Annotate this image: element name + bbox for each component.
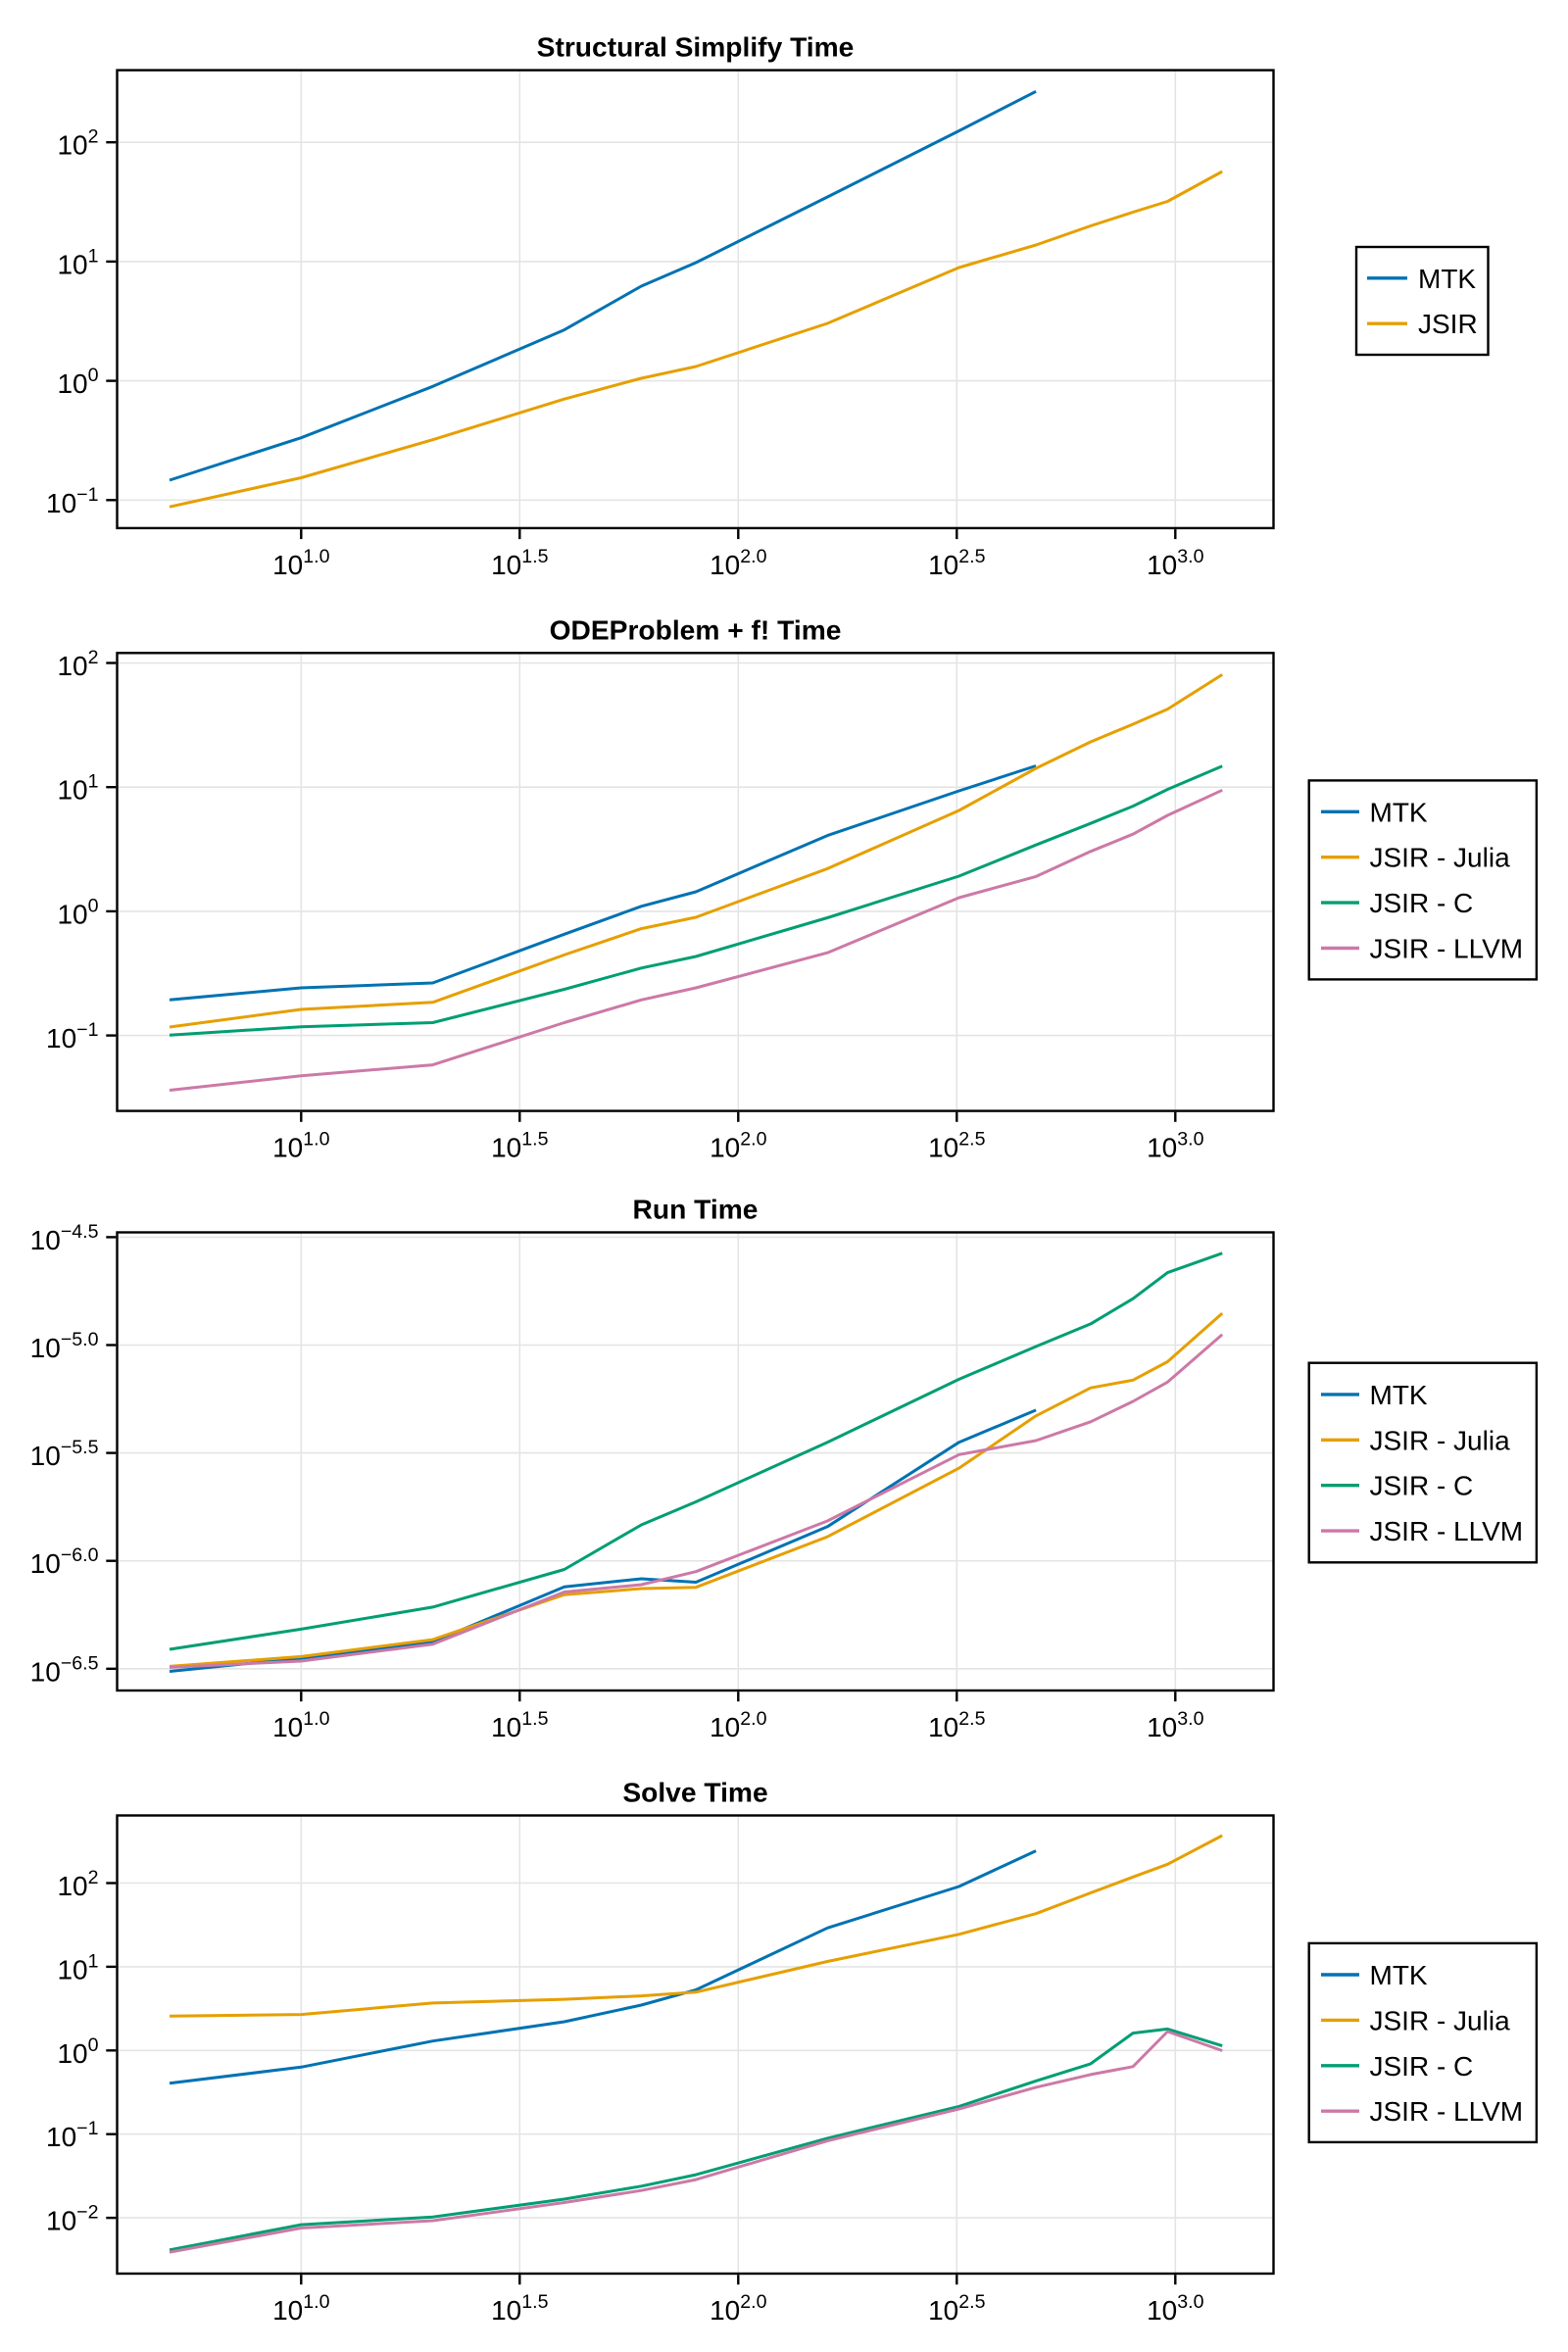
svg-text:101.5: 101.5	[491, 546, 548, 580]
svg-text:MTK: MTK	[1370, 1960, 1428, 1990]
svg-text:JSIR - LLVM: JSIR - LLVM	[1370, 2096, 1524, 2127]
svg-text:ODEProblem + f! Time: ODEProblem + f! Time	[550, 613, 842, 645]
svg-text:JSIR - C: JSIR - C	[1370, 888, 1474, 918]
svg-text:102.5: 102.5	[928, 1129, 985, 1163]
svg-text:JSIR: JSIR	[1418, 309, 1478, 339]
svg-text:101.5: 101.5	[491, 1708, 548, 1742]
svg-text:JSIR - LLVM: JSIR - LLVM	[1370, 1516, 1524, 1546]
svg-text:100: 100	[57, 365, 98, 399]
svg-text:JSIR - LLVM: JSIR - LLVM	[1370, 934, 1524, 964]
svg-text:10−1: 10−1	[46, 484, 99, 518]
svg-text:Solve Time: Solve Time	[622, 1777, 767, 1808]
svg-text:JSIR - Julia: JSIR - Julia	[1370, 1425, 1511, 1455]
svg-text:JSIR - C: JSIR - C	[1370, 2051, 1474, 2082]
svg-text:JSIR - C: JSIR - C	[1370, 1471, 1474, 1501]
svg-text:Structural Simplify Time: Structural Simplify Time	[537, 31, 855, 63]
svg-text:JSIR - Julia: JSIR - Julia	[1370, 2005, 1511, 2035]
svg-text:MTK: MTK	[1370, 1380, 1428, 1410]
svg-text:MTK: MTK	[1370, 797, 1428, 827]
svg-text:Run Time: Run Time	[633, 1194, 759, 1225]
svg-text:101.5: 101.5	[491, 1129, 548, 1163]
svg-text:JSIR - Julia: JSIR - Julia	[1370, 843, 1511, 873]
svg-text:MTK: MTK	[1418, 264, 1476, 294]
